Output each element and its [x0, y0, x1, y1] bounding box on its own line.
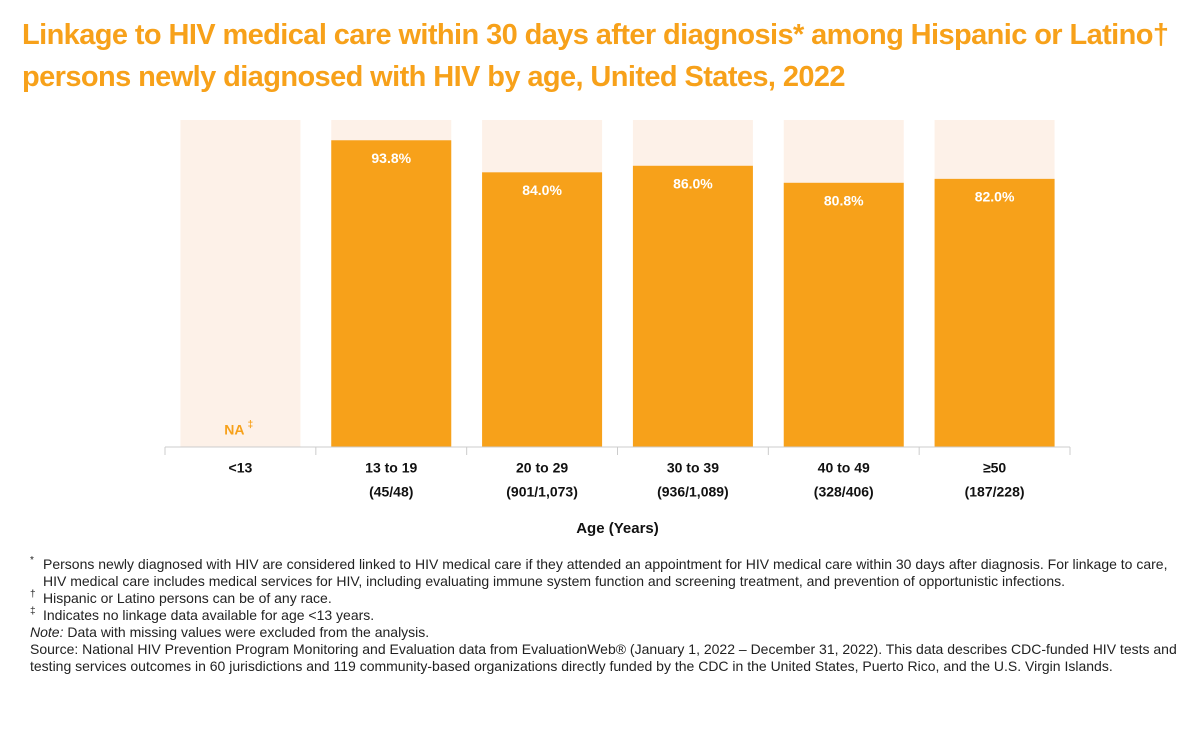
value-label: NA	[224, 422, 244, 438]
bar	[482, 172, 603, 447]
footnote-mark: ‡	[30, 606, 36, 617]
x-tick-sublabel: (328/406)	[814, 484, 874, 500]
x-tick-label: 20 to 29	[516, 460, 568, 476]
footnote: * Persons newly diagnosed with HIV are co…	[30, 555, 1180, 590]
chart: NA ‡ <13 93.8% 13 to 19 (45/48) 84.0% 20 to 29 (…	[164, 120, 1071, 537]
value-label: 84.0%	[522, 182, 562, 198]
bar	[331, 140, 452, 448]
value-label: 80.8%	[824, 192, 864, 208]
footnote-mark: †	[30, 589, 36, 600]
bar	[783, 182, 904, 447]
x-tick-sublabel: (901/1,073)	[506, 484, 578, 500]
x-tick-label: 13 to 19	[365, 460, 417, 476]
value-label: 86.0%	[673, 175, 713, 191]
footnote-mark: *	[30, 555, 34, 566]
footnote-mark: ‡	[248, 420, 254, 431]
footnotes: * Persons newly diagnosed with HIV are co…	[30, 555, 1180, 675]
footnote-text: Persons newly diagnosed with HIV are con…	[43, 556, 1168, 589]
bar	[632, 165, 753, 447]
bar	[934, 178, 1055, 448]
footnote: ‡ Indicates no linkage data available for…	[30, 606, 1180, 624]
value-label: 82.0%	[975, 189, 1015, 205]
note: Note: Data with missing values were excl…	[30, 624, 1180, 641]
x-tick-sublabel: (936/1,089)	[657, 484, 729, 500]
footnote-text: Hispanic or Latino persons can be of any…	[43, 590, 332, 606]
source: Source: National HIV Prevention Program …	[30, 641, 1177, 674]
x-tick-label: 40 to 49	[818, 460, 870, 476]
x-axis-title: Age (Years)	[576, 520, 659, 537]
x-tick-sublabel: (187/228)	[965, 484, 1025, 500]
x-tick-sublabel: (45/48)	[369, 484, 413, 500]
bar-background	[180, 120, 301, 447]
chart-title: Linkage to HIV medical care within 30 da…	[22, 19, 1169, 93]
footnote-text: Indicates no linkage data available for …	[43, 607, 375, 623]
note-text: Data with missing values were excluded f…	[67, 624, 430, 640]
note-label: Note:	[30, 624, 64, 640]
value-label: 93.8%	[371, 150, 411, 166]
x-tick-label: 30 to 39	[667, 460, 719, 476]
x-tick-label: ≥50	[983, 460, 1006, 476]
x-tick-label: <13	[229, 460, 253, 476]
footnote: † Hispanic or Latino persons can be of an…	[30, 589, 1180, 607]
